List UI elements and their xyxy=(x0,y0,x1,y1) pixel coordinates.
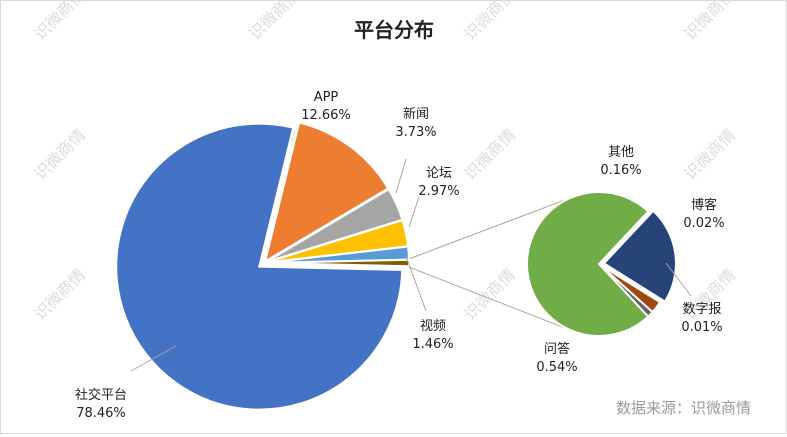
watermark-text: 识微商情 xyxy=(680,1,739,44)
secondary-pie xyxy=(526,191,677,337)
watermark-text: 识微商情 xyxy=(680,125,739,184)
main-slice-app xyxy=(263,121,390,264)
connector-lines xyxy=(406,196,573,332)
data-label-name: 其他 xyxy=(608,145,634,160)
data-label-value: 12.66% xyxy=(301,108,351,123)
data-label-value: 0.01% xyxy=(681,320,722,335)
source-note: 数据来源：识微商情 xyxy=(616,399,751,417)
watermark-text: 识微商情 xyxy=(30,1,89,44)
data-label-value: 0.02% xyxy=(683,216,724,231)
leader-line xyxy=(408,196,420,228)
watermark-text: 识微商情 xyxy=(30,265,89,324)
watermark-text: 识微商情 xyxy=(30,125,89,184)
data-label-value: 0.54% xyxy=(536,360,577,375)
connector-line-bottom xyxy=(406,265,573,332)
watermark-text: 识微商情 xyxy=(460,265,519,324)
connector-line-top xyxy=(406,196,573,261)
watermark-text: 识微商情 xyxy=(460,125,519,184)
leader-line xyxy=(405,255,427,312)
data-label-value: 0.16% xyxy=(600,163,641,178)
data-label-name: 问答 xyxy=(544,341,570,357)
watermark-text: 识微商情 xyxy=(245,1,304,44)
data-label-value: 78.46% xyxy=(76,406,126,421)
data-label-value: 1.46% xyxy=(412,337,453,352)
leader-line xyxy=(130,345,177,372)
data-label-value: 3.73% xyxy=(395,125,436,140)
data-label-value: 2.97% xyxy=(418,184,459,199)
data-label-name: 论坛 xyxy=(426,166,452,181)
data-label-name: 新闻 xyxy=(403,106,429,122)
sub-slice-e997aee7ad94 xyxy=(526,191,650,337)
leader-line xyxy=(395,158,407,194)
chart-title: 平台分布 xyxy=(354,18,434,42)
leader-lines xyxy=(130,158,692,372)
sub-slice-e695b0e5ad97e68aa5 xyxy=(598,263,654,318)
data-label-name: 社交平台 xyxy=(75,387,127,403)
data-label-name: 视频 xyxy=(420,319,446,334)
data-labels: APP 12.66% 新闻 3.73% 论坛 2.97% 视频 1.46% 社交平台 78.46%… xyxy=(75,90,725,421)
main-slice-e7a4bee4baa4e5b9b3e58fb0 xyxy=(115,122,404,411)
data-label-name: APP xyxy=(314,90,339,105)
leader-line xyxy=(665,262,692,297)
sub-slice-e585b6e4bb96 xyxy=(602,209,677,303)
watermark-text: 识微商情 xyxy=(460,1,519,44)
data-label-name: 数字报 xyxy=(682,302,721,317)
main-pie xyxy=(115,121,410,411)
data-label-name: 博客 xyxy=(691,197,717,213)
